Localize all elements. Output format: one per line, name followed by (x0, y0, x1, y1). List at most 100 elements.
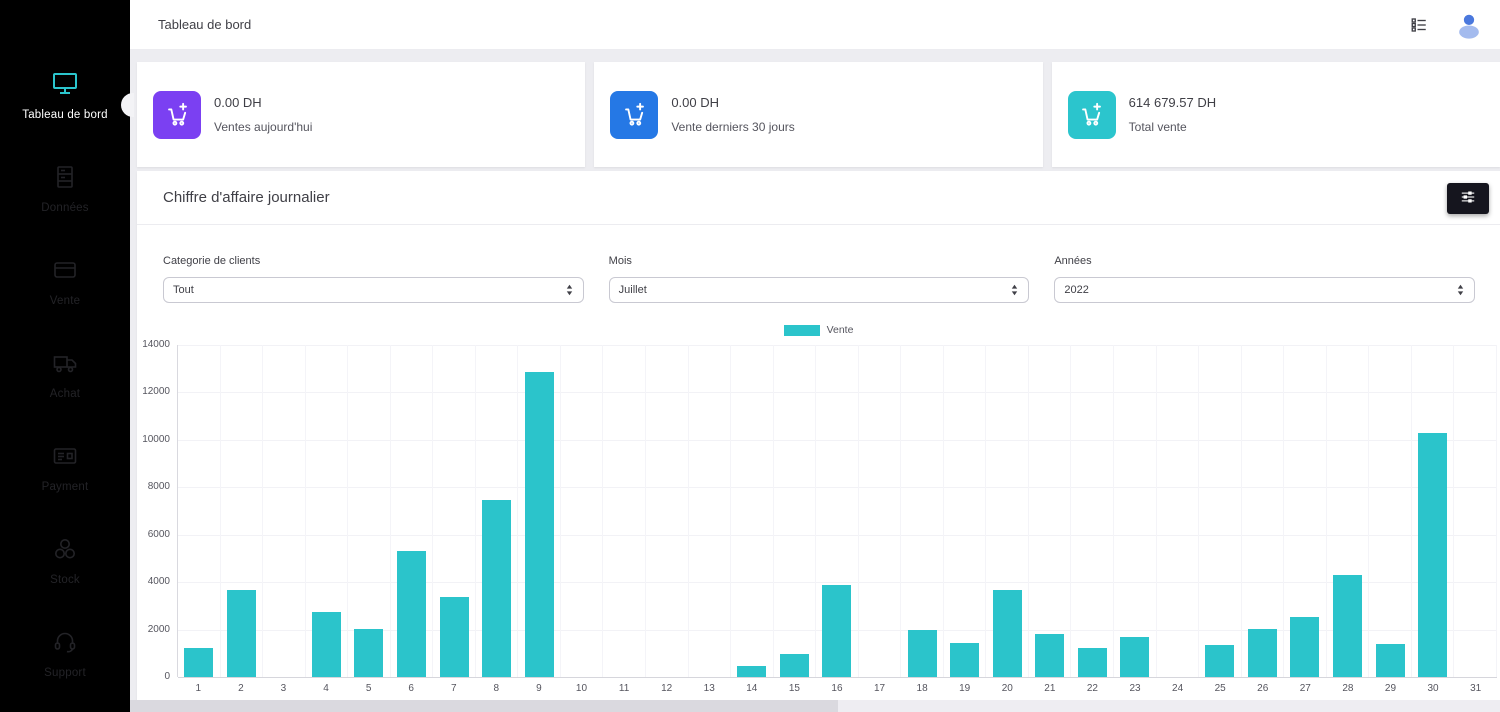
payment-icon (53, 444, 77, 473)
chart-column-21 (1029, 345, 1072, 677)
gridline-horizontal (178, 582, 1497, 584)
bar-day-18[interactable] (907, 630, 937, 677)
sidebar-item-label: Payment (41, 481, 89, 493)
topbar: Tableau de bord (130, 0, 1500, 50)
bar-day-20[interactable] (992, 589, 1022, 677)
gridline-horizontal (178, 534, 1497, 536)
bar-day-6[interactable] (397, 551, 426, 677)
sidebar-item-support[interactable]: Support (44, 630, 86, 679)
categorie-clients-select[interactable]: Tout (163, 277, 584, 303)
mois-select[interactable]: Juillet (608, 277, 1030, 303)
x-tick-label: 28 (1342, 683, 1354, 694)
x-tick-label: 5 (365, 683, 372, 694)
x-tick-label: 29 (1384, 683, 1397, 694)
y-tick-label: 6000 (147, 528, 170, 540)
gridline-horizontal (178, 345, 1497, 346)
bar-day-25[interactable] (1205, 644, 1235, 677)
page-title: Tableau de bord (158, 17, 252, 32)
updown-arrows-icon (1456, 283, 1465, 300)
x-tick-label: 21 (1044, 683, 1056, 694)
card-ventes-aujourdhui: 0.00 DH Ventes aujourd'hui (137, 62, 586, 167)
sidebar-item-label: Support (44, 667, 86, 679)
x-tick-label: 31 (1470, 683, 1482, 694)
sidebar-item-payment[interactable]: Payment (42, 444, 89, 493)
headset-icon (53, 630, 77, 659)
horizontal-scrollbar-track[interactable] (130, 700, 1500, 712)
bar-day-29[interactable] (1375, 644, 1405, 677)
sidebar-item-vente[interactable]: Vente (50, 258, 80, 307)
chart-column-28 (1327, 345, 1370, 677)
card-value: 0.00 DH (214, 95, 262, 110)
x-tick-label: 10 (575, 683, 588, 694)
cart-plus-icon (153, 90, 201, 139)
bar-day-16[interactable] (822, 585, 852, 677)
filter-button[interactable] (1447, 183, 1489, 214)
updown-arrows-icon (1010, 283, 1019, 300)
bar-day-1[interactable] (184, 647, 214, 677)
sidebar-item-tableau-de-bord[interactable]: Tableau de bord (22, 72, 108, 121)
monitor-icon (52, 72, 78, 101)
legend-swatch-vente (783, 324, 820, 336)
chart-column-12 (646, 345, 689, 677)
bar-day-4[interactable] (311, 611, 341, 677)
bar-day-14[interactable] (737, 666, 767, 677)
x-tick-label: 6 (408, 683, 414, 694)
bar-day-15[interactable] (779, 654, 809, 677)
bar-day-9[interactable] (524, 371, 554, 677)
bar-day-26[interactable] (1247, 629, 1277, 677)
bar-day-7[interactable] (439, 597, 469, 677)
x-tick-label: 12 (661, 683, 673, 694)
bar-day-8[interactable] (482, 500, 512, 677)
gridline-horizontal (178, 487, 1497, 489)
chart-column-4 (306, 345, 349, 677)
sidebar-item-label: Données (41, 202, 89, 214)
x-tick-label: 27 (1299, 683, 1311, 694)
daily-revenue-panel: Chiffre d'affaire journalier Categorie d… (137, 171, 1500, 712)
bar-day-23[interactable] (1120, 637, 1150, 677)
sidebar-item-donnees[interactable]: Données (41, 165, 89, 214)
bar-day-21[interactable] (1035, 634, 1065, 677)
panel-title: Chiffre d'affaire journalier (163, 189, 330, 206)
chart-column-5 (348, 345, 391, 677)
bar-day-28[interactable] (1333, 574, 1363, 677)
chart-column-6 (391, 345, 434, 677)
card-value: 614 679.57 DH (1128, 95, 1217, 110)
horizontal-scrollbar-thumb[interactable] (130, 700, 838, 712)
x-tick-label: 26 (1257, 683, 1269, 694)
bar-day-5[interactable] (354, 628, 384, 677)
card-label: Total vente (1128, 120, 1187, 134)
bar-day-27[interactable] (1290, 617, 1320, 677)
stock-boxes-icon (53, 537, 77, 566)
bar-day-19[interactable] (950, 643, 980, 677)
annees-select[interactable]: 2022 (1054, 277, 1476, 303)
filter-label-categorie: Categorie de clients (163, 255, 261, 267)
gridline-horizontal (178, 439, 1497, 441)
list-check-icon[interactable] (1410, 16, 1428, 34)
bar-day-2[interactable] (226, 589, 256, 677)
x-tick-label: 4 (323, 683, 329, 694)
user-avatar-icon[interactable] (1454, 10, 1484, 40)
chart-column-17 (859, 345, 902, 677)
database-icon (53, 165, 77, 194)
x-tick-label: 3 (280, 683, 287, 694)
sidebar-item-achat[interactable]: Achat (50, 351, 80, 400)
x-tick-label: 9 (536, 683, 542, 694)
sidebar-item-stock[interactable]: Stock (50, 537, 80, 586)
chart-column-11 (603, 345, 647, 677)
y-tick-label: 4000 (147, 576, 170, 588)
chart-column-1 (178, 345, 221, 677)
x-tick-label: 11 (618, 683, 630, 694)
bar-day-22[interactable] (1077, 647, 1107, 677)
chart-column-2 (221, 345, 264, 677)
gridline-horizontal (178, 677, 1497, 678)
chart-column-13 (689, 345, 732, 677)
active-item-notch (121, 93, 134, 117)
card-vente-30-jours: 0.00 DH Vente derniers 30 jours (594, 62, 1043, 167)
select-value: Tout (173, 284, 194, 296)
chart-column-19 (944, 345, 987, 677)
select-value: 2022 (1064, 284, 1089, 296)
select-value: Juillet (618, 284, 647, 296)
bar-day-30[interactable] (1418, 432, 1448, 677)
x-tick-label: 23 (1129, 683, 1141, 694)
